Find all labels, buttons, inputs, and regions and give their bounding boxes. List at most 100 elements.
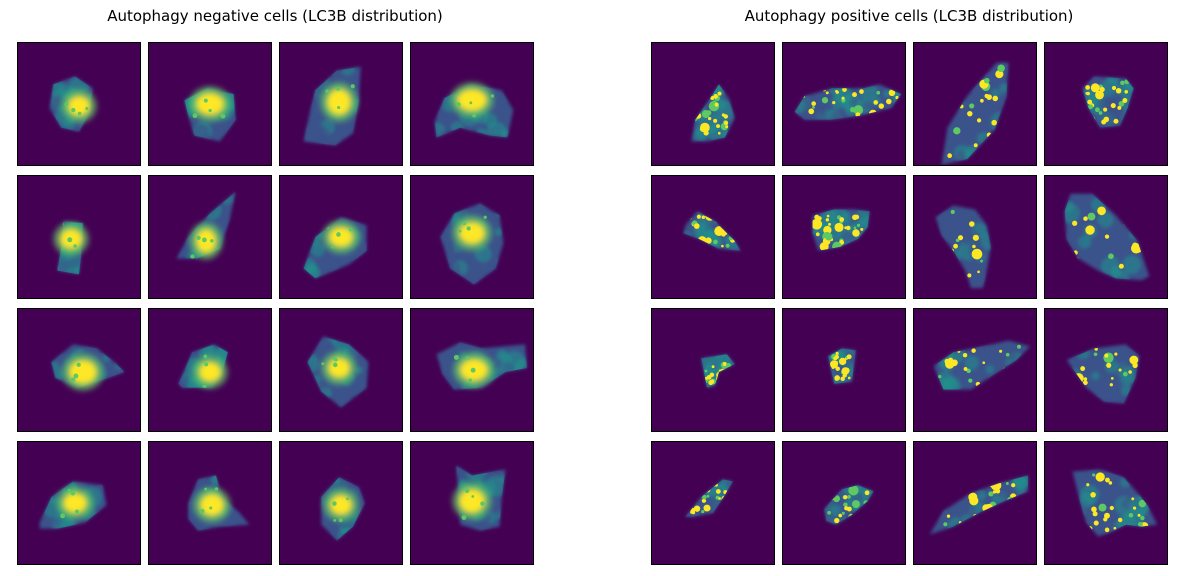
speckle bbox=[64, 102, 69, 107]
panel-title-positive: Autophagy positive cells (LC3B distribut… bbox=[744, 7, 1074, 25]
speckle bbox=[73, 244, 77, 248]
cell-micrograph bbox=[280, 442, 402, 564]
speckle bbox=[321, 362, 325, 366]
speckle bbox=[203, 354, 208, 359]
cell-image bbox=[913, 441, 1037, 565]
speckle bbox=[348, 228, 353, 232]
positive-cells-grid bbox=[651, 42, 1168, 565]
speckle bbox=[469, 101, 473, 105]
cell-micrograph bbox=[149, 309, 271, 431]
cell-micrograph bbox=[411, 176, 533, 298]
cell-micrograph bbox=[914, 176, 1036, 298]
cell-image bbox=[279, 441, 403, 565]
cell-micrograph bbox=[1045, 43, 1167, 165]
speckle bbox=[456, 102, 461, 107]
speckle bbox=[332, 356, 337, 361]
speckle bbox=[208, 108, 212, 113]
cell-micrograph bbox=[149, 43, 271, 165]
speckle bbox=[196, 235, 201, 241]
lc3b-puncta bbox=[693, 87, 732, 136]
nucleus bbox=[323, 488, 359, 522]
speckle bbox=[199, 508, 205, 514]
speckle bbox=[338, 518, 343, 523]
cell-image bbox=[148, 42, 272, 166]
cell-micrograph bbox=[411, 43, 533, 165]
speckle bbox=[464, 488, 470, 494]
speckle bbox=[204, 362, 209, 367]
speckle bbox=[77, 111, 82, 116]
cell-image bbox=[410, 42, 534, 166]
cell-image bbox=[17, 175, 141, 299]
cell-image bbox=[913, 308, 1037, 432]
speckle bbox=[214, 487, 219, 491]
speckle bbox=[76, 362, 81, 367]
cell-image bbox=[17, 308, 141, 432]
cell-image bbox=[410, 441, 534, 565]
speckle bbox=[204, 487, 208, 491]
cell-image bbox=[279, 42, 403, 166]
speckle bbox=[453, 354, 459, 360]
speckle bbox=[480, 501, 485, 506]
speckle bbox=[67, 237, 73, 243]
speckle bbox=[60, 513, 66, 519]
speckle bbox=[336, 86, 341, 91]
speckle bbox=[333, 519, 337, 522]
speckle bbox=[468, 378, 472, 382]
cell-image bbox=[17, 441, 141, 565]
speckle bbox=[462, 221, 467, 226]
cell-micrograph bbox=[652, 43, 774, 165]
speckle bbox=[67, 488, 71, 492]
cell-image bbox=[148, 441, 272, 565]
cell-micrograph bbox=[18, 442, 140, 564]
cell-image bbox=[651, 308, 775, 432]
speckle bbox=[350, 84, 355, 89]
cell-micrograph bbox=[18, 43, 140, 165]
speckle bbox=[472, 113, 476, 118]
cell-micrograph bbox=[652, 309, 774, 431]
cell-micrograph bbox=[411, 309, 533, 431]
cell-image bbox=[410, 175, 534, 299]
cell-micrograph bbox=[652, 176, 774, 298]
cell-image bbox=[651, 42, 775, 166]
cell-micrograph bbox=[18, 176, 140, 298]
nucleus bbox=[452, 215, 492, 251]
cell-micrograph bbox=[783, 442, 905, 564]
speckle bbox=[331, 245, 335, 249]
speckle bbox=[73, 373, 79, 379]
speckle bbox=[190, 254, 195, 259]
nucleus bbox=[320, 82, 358, 122]
speckle bbox=[346, 497, 349, 501]
speckle bbox=[192, 113, 198, 119]
cell-micrograph bbox=[652, 442, 774, 564]
cell-micrograph bbox=[914, 442, 1036, 564]
cell-micrograph bbox=[1045, 442, 1167, 564]
cell-image bbox=[651, 175, 775, 299]
cell-micrograph bbox=[149, 442, 271, 564]
speckle bbox=[471, 495, 475, 498]
speckle bbox=[210, 239, 214, 243]
nucleus bbox=[193, 487, 231, 523]
cell-image bbox=[1044, 308, 1168, 432]
nucleus bbox=[450, 82, 494, 118]
cell-micrograph bbox=[280, 309, 402, 431]
speckle bbox=[70, 377, 76, 383]
nucleus bbox=[62, 353, 104, 391]
speckle bbox=[202, 384, 207, 388]
nucleus bbox=[189, 86, 231, 122]
cell-image bbox=[1044, 175, 1168, 299]
speckle bbox=[336, 232, 341, 237]
cell-image bbox=[1044, 441, 1168, 565]
speckle bbox=[332, 362, 338, 368]
cell-micrograph bbox=[783, 309, 905, 431]
cell-micrograph bbox=[1045, 176, 1167, 298]
cell-image bbox=[148, 175, 272, 299]
nucleus bbox=[56, 486, 94, 520]
speckle bbox=[85, 107, 89, 111]
negative-cells-grid bbox=[17, 42, 534, 565]
cell-image bbox=[279, 175, 403, 299]
speckle bbox=[483, 215, 487, 219]
cell-micrograph bbox=[280, 176, 402, 298]
nucleus bbox=[321, 351, 357, 385]
nucleus bbox=[322, 220, 360, 254]
speckle bbox=[71, 108, 76, 113]
